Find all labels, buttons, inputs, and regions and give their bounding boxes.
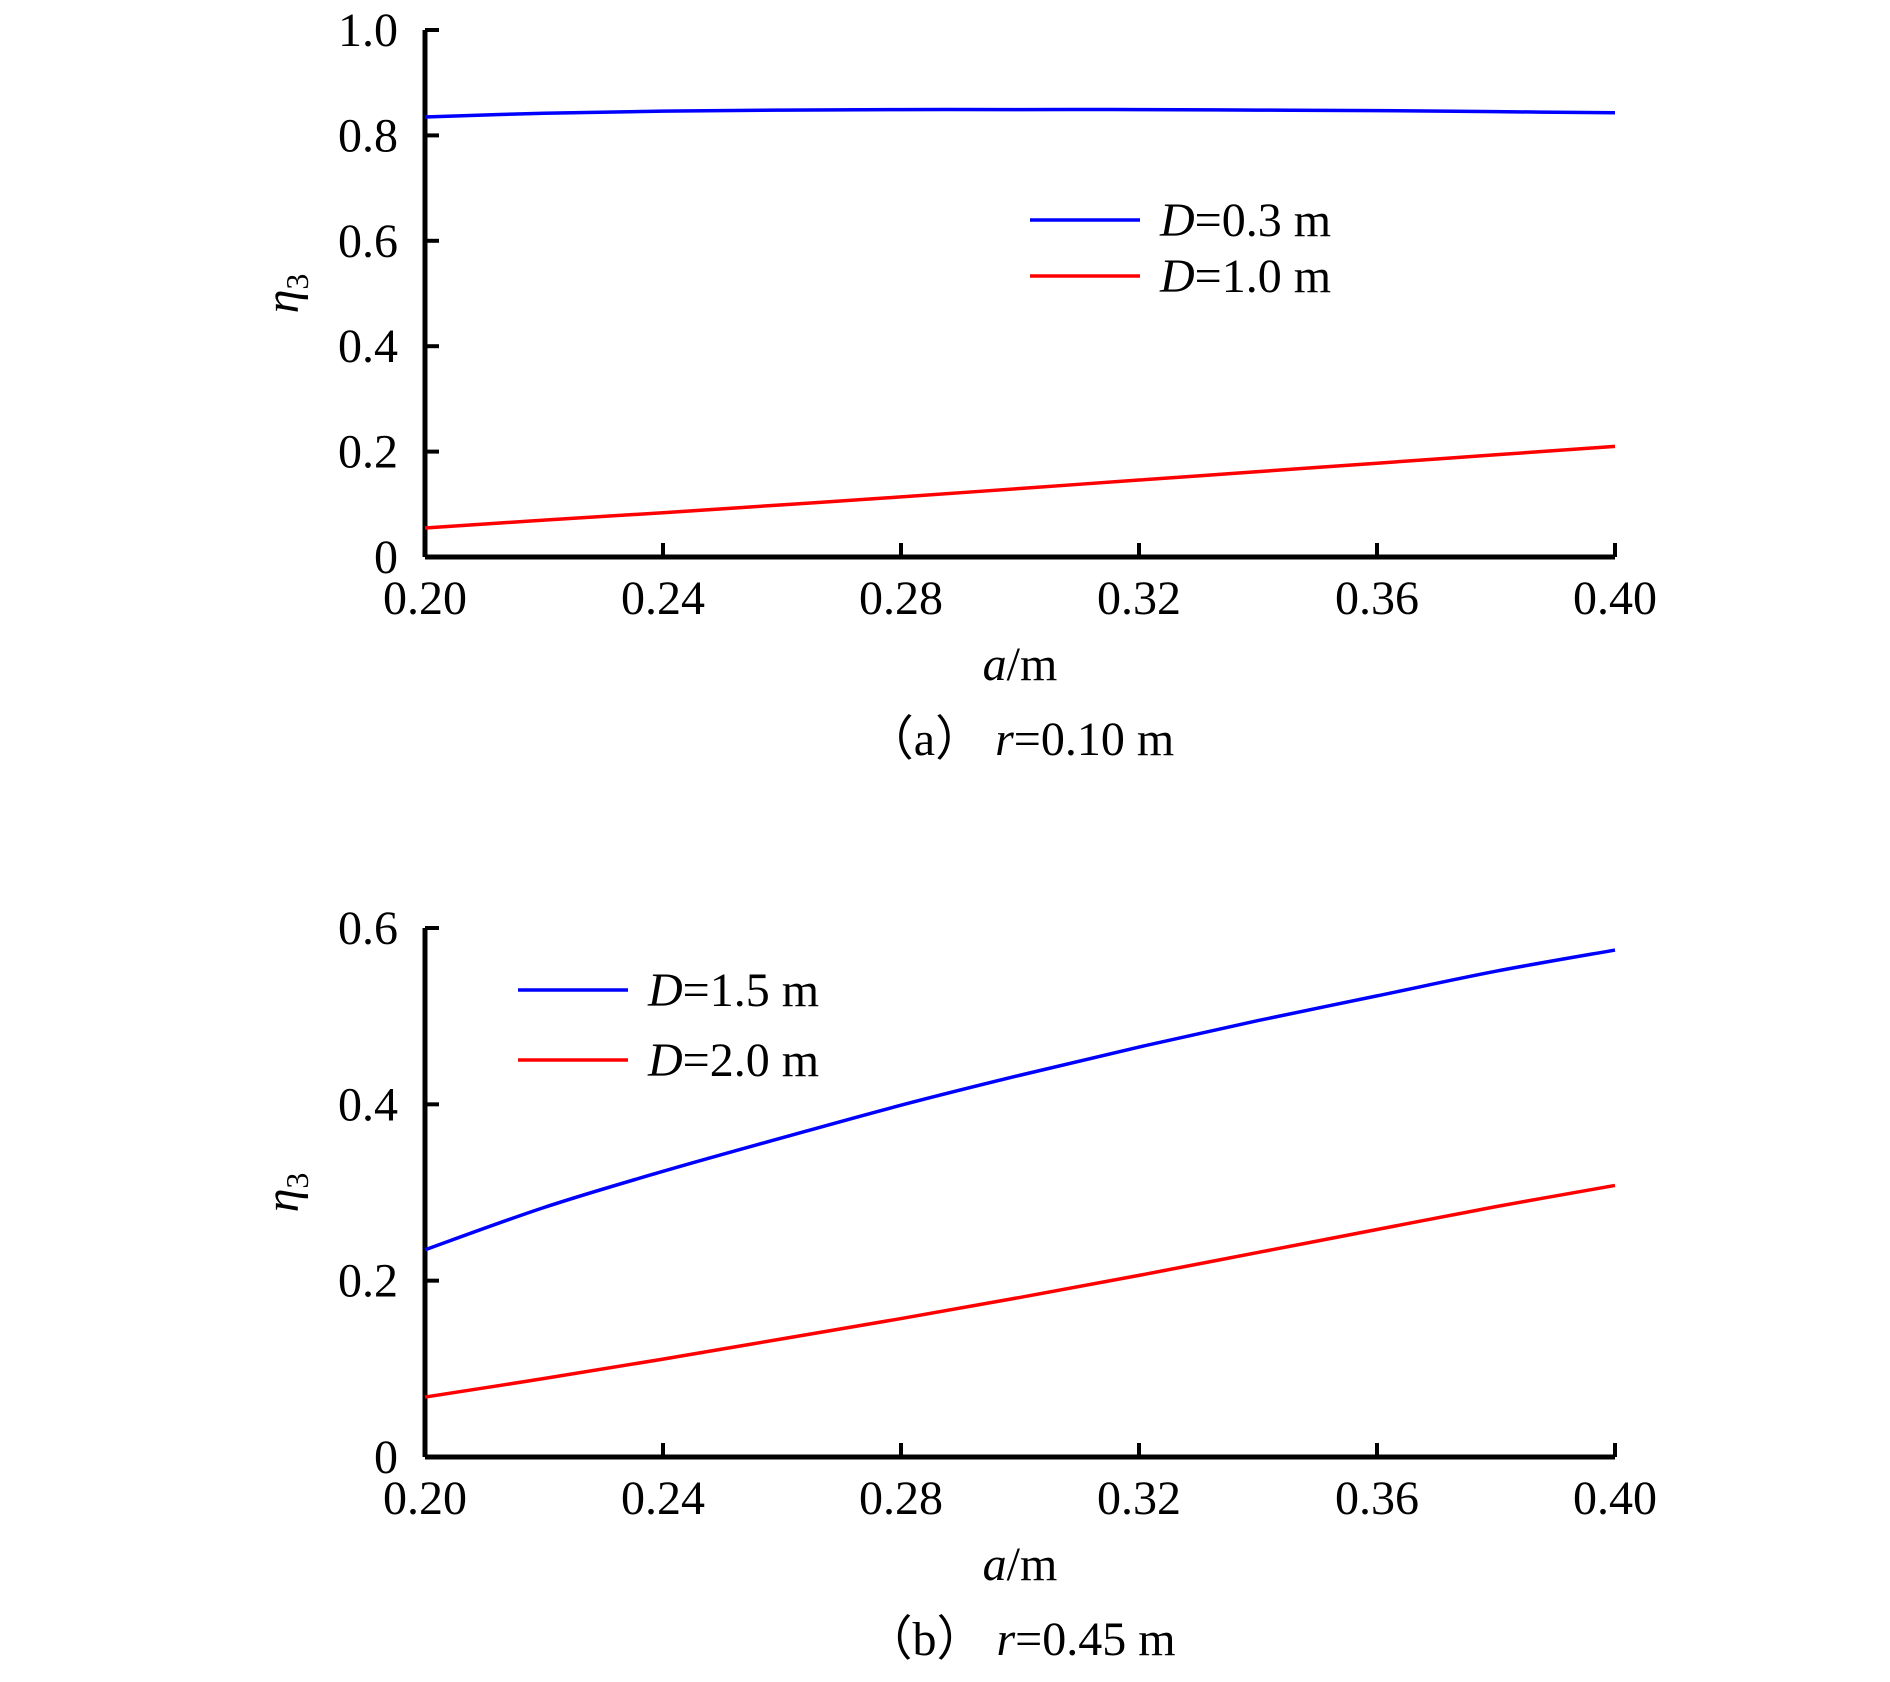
chart-panel-b: 0.20 0.24 0.28 0.32 0.36 0.40 0 0.2 0.4 0.6 D=1.5 … — [256, 902, 1657, 1666]
legend-label: D=0.3 m — [1159, 194, 1331, 247]
y-tick-label: 0.4 — [338, 1078, 398, 1131]
y-tick-label: 0.4 — [338, 320, 398, 373]
y-axis-label: η3 — [256, 274, 315, 314]
x-tick-label: 0.28 — [859, 1472, 943, 1525]
x-tick-label: 0.36 — [1335, 1472, 1419, 1525]
y-tick-label: 0.8 — [338, 109, 398, 162]
y-tick-label: 0.2 — [338, 1255, 398, 1308]
series-line-red — [424, 1183, 1616, 1399]
y-axis-label: η3 — [256, 1173, 315, 1213]
series-line-blue — [424, 107, 1616, 119]
x-tick-label: 0.36 — [1335, 572, 1419, 625]
y-tick-label: 0 — [374, 1431, 398, 1484]
legend-label: D=2.0 m — [647, 1034, 819, 1087]
x-tick-label: 0.40 — [1573, 1472, 1657, 1525]
series-line-blue — [424, 948, 1616, 1252]
x-tick-label: 0.32 — [1097, 1472, 1181, 1525]
legend-label: D=1.5 m — [647, 964, 819, 1017]
legend-label: D=1.0 m — [1159, 250, 1331, 303]
figure-caption: （a） r=0.10 m — [866, 713, 1174, 766]
x-tick-label: 0.32 — [1097, 572, 1181, 625]
x-tick-label: 0.24 — [621, 572, 705, 625]
x-tick-label: 0.28 — [859, 572, 943, 625]
x-axis-label: a/m — [983, 638, 1058, 691]
figure-caption: （b） r=0.45 m — [864, 1613, 1175, 1666]
y-tick-label: 0.6 — [338, 902, 398, 955]
x-tick-label: 0.24 — [621, 1472, 705, 1525]
series-line-red — [424, 444, 1616, 530]
y-tick-label: 0.2 — [338, 426, 398, 479]
y-tick-label: 0 — [374, 531, 398, 584]
chart-panel-a: 0.20 0.24 0.28 0.32 0.36 0.40 0 0.2 0.4 0.6 0.8 1.0… — [256, 4, 1657, 766]
y-tick-label: 0.6 — [338, 215, 398, 268]
y-tick-label: 1.0 — [338, 4, 398, 57]
x-tick-label: 0.20 — [383, 1472, 467, 1525]
x-tick-label: 0.40 — [1573, 572, 1657, 625]
x-tick-label: 0.20 — [383, 572, 467, 625]
x-axis-label: a/m — [983, 1538, 1058, 1591]
